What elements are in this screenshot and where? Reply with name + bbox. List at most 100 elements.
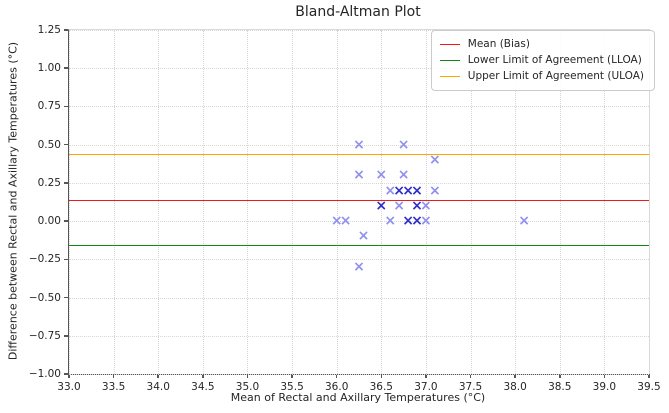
scatter-point: × xyxy=(411,182,423,199)
x-axis-label: Mean of Rectal and Axillary Temperatures… xyxy=(230,391,486,404)
x-tick-mark xyxy=(112,374,115,378)
scatter-point: × xyxy=(353,136,365,153)
x-tick-label: 33.5 xyxy=(101,381,126,393)
x-tick-mark xyxy=(603,374,606,378)
y-tick-mark xyxy=(63,29,68,31)
legend-line-swatch xyxy=(439,59,460,61)
x-tick-label: 35.5 xyxy=(280,381,304,393)
legend-label: Upper Limit of Agreement (ULOA) xyxy=(467,70,644,82)
y-tick-label: 1.25 xyxy=(37,24,61,36)
x-tick-label: 37.5 xyxy=(458,381,483,393)
y-tick-label: 0.25 xyxy=(37,176,61,189)
y-tick-label: 0.50 xyxy=(37,138,61,151)
y-gridline xyxy=(69,182,649,184)
legend-line-swatch xyxy=(439,75,460,77)
x-gridline xyxy=(113,30,115,374)
x-tick-mark xyxy=(246,374,249,378)
x-gridline xyxy=(69,30,70,374)
x-tick-mark xyxy=(202,374,204,378)
y-gridline xyxy=(69,106,649,108)
scatter-point: × xyxy=(411,213,423,230)
x-tick-label: 37.0 xyxy=(414,381,438,393)
y-tick-label: −0.50 xyxy=(28,291,61,304)
scatter-point: × xyxy=(384,213,397,230)
y-tick-label: −0.75 xyxy=(28,329,61,342)
y-axis-label: Difference between Rectal and Axillary T… xyxy=(6,41,20,361)
x-gridline xyxy=(202,30,204,374)
y-gridline xyxy=(69,259,649,261)
scatter-point: × xyxy=(402,213,414,230)
x-gridline xyxy=(381,30,383,374)
legend: Mean (Bias) Lower Limit of Agreement (LLO… xyxy=(430,30,655,91)
x-tick-label: 38.5 xyxy=(548,381,572,393)
lloa-line xyxy=(69,244,649,246)
x-tick-label: 39.5 xyxy=(637,381,661,393)
scatter-point: × xyxy=(339,213,352,230)
y-gridline xyxy=(69,297,649,299)
scatter-point: × xyxy=(420,197,432,214)
y-tick-mark xyxy=(63,373,68,375)
y-tick-label: −1.00 xyxy=(28,368,61,380)
x-tick-mark xyxy=(425,374,427,378)
legend-item: Mean (Bias) xyxy=(439,36,644,52)
x-tick-mark xyxy=(380,374,383,378)
x-tick-label: 39.0 xyxy=(592,381,617,393)
scatter-point: × xyxy=(518,213,530,230)
x-tick-label: 36.5 xyxy=(369,381,393,393)
scatter-point: × xyxy=(384,182,397,199)
x-tick-label: 36.0 xyxy=(324,381,349,393)
y-tick-label: 0.00 xyxy=(37,215,61,228)
scatter-point: × xyxy=(420,213,432,230)
scatter-point: × xyxy=(397,136,410,153)
x-tick-label: 38.0 xyxy=(503,381,527,393)
x-gridline xyxy=(336,30,338,374)
x-gridline xyxy=(649,30,650,374)
y-tick-mark xyxy=(63,220,68,222)
x-gridline xyxy=(515,30,517,374)
x-tick-mark xyxy=(514,374,516,378)
scatter-point: × xyxy=(428,182,441,199)
legend-label: Lower Limit of Agreement (LLOA) xyxy=(467,54,642,66)
scatter-point: × xyxy=(428,151,441,168)
x-tick-mark xyxy=(335,374,338,378)
y-gridline xyxy=(69,68,649,70)
x-gridline xyxy=(604,30,606,374)
x-gridline xyxy=(470,30,472,374)
y-tick-label: 1.00 xyxy=(37,62,61,75)
scatter-point: × xyxy=(393,197,405,214)
x-gridline xyxy=(559,30,561,374)
x-tick-mark xyxy=(469,374,472,378)
y-tick-mark xyxy=(63,296,68,299)
x-gridline xyxy=(247,30,249,374)
y-gridline xyxy=(69,30,649,31)
scatter-point: × xyxy=(330,213,343,230)
scatter-point: × xyxy=(357,228,370,245)
scatter-point: × xyxy=(411,197,423,214)
x-tick-label: 33.0 xyxy=(57,381,81,393)
y-tick-mark xyxy=(63,67,68,69)
scatter-point: × xyxy=(397,167,410,184)
y-gridline xyxy=(69,221,649,223)
chart-title: Bland-Altman Plot xyxy=(295,4,421,20)
scatter-point: × xyxy=(375,197,388,214)
y-tick-mark xyxy=(63,335,68,337)
mean-line xyxy=(69,200,649,202)
y-tick-mark xyxy=(63,143,68,146)
x-gridline xyxy=(158,30,160,374)
x-tick-label: 35.0 xyxy=(235,381,260,393)
x-tick-mark xyxy=(291,374,293,378)
y-gridline xyxy=(69,144,649,146)
x-tick-label: 34.5 xyxy=(191,381,215,393)
uloa-line xyxy=(69,154,649,156)
y-gridline xyxy=(69,335,649,337)
y-tick-mark xyxy=(63,182,68,184)
scatter-point: × xyxy=(402,182,414,199)
x-tick-mark xyxy=(157,374,159,378)
y-tick-label: −0.25 xyxy=(28,253,61,266)
y-gridline xyxy=(69,374,649,375)
x-tick-mark xyxy=(559,374,561,378)
scatter-point: × xyxy=(375,167,388,184)
x-tick-mark xyxy=(648,374,650,378)
x-tick-label: 34.0 xyxy=(146,381,170,393)
